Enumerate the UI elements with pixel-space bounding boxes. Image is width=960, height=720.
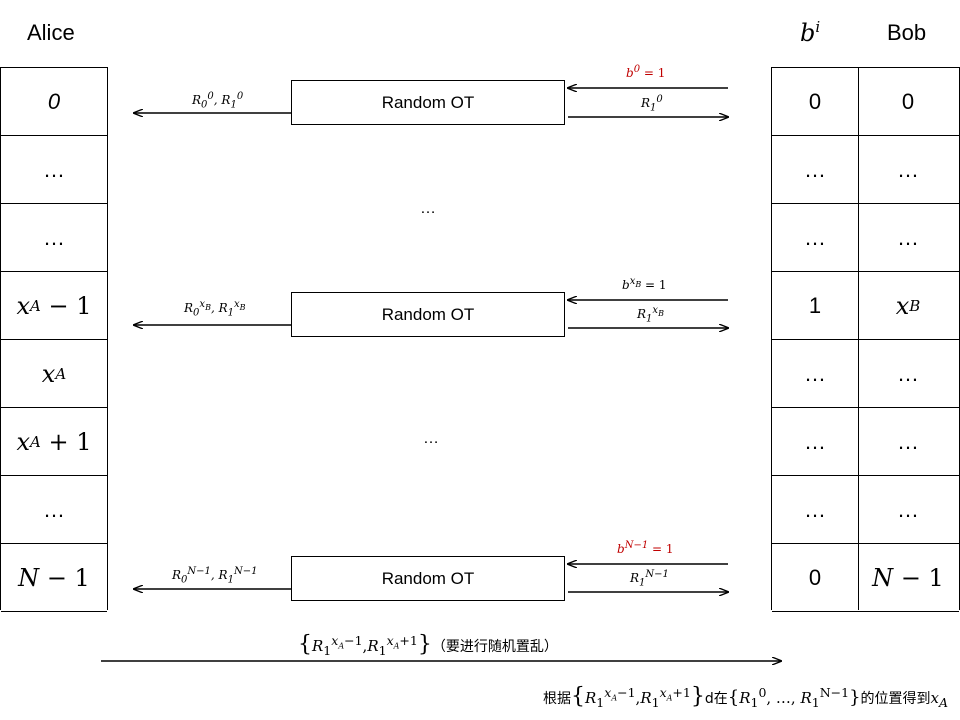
bi-column: 0 … … 1 … … … 0 [771,67,859,612]
bi-row-3: 1 [772,272,858,340]
bi-row-7: 0 [772,544,858,612]
ot3-in-label: bN−1 = 1 [617,540,674,556]
bob-row-1: … [857,136,959,204]
random-ot-box-3: Random OT [291,556,565,601]
bottom-caption: 根据{R1xA−1,R1xA+1}d在{R10, …, R1N−1}的位置得到x… [543,684,949,710]
bi-row-5: … [772,408,858,476]
alice-row-n-minus-1: N − 1 [1,544,107,612]
ot2-in-label: bxB = 1 [622,276,667,292]
ot1-out-label: R10 [641,94,663,114]
middle-ellipsis-1: … [420,200,436,217]
bi-header: bi [800,18,821,47]
bob-row-n-minus-1: N − 1 [857,544,959,612]
ot3-out-label: R1N−1 [630,569,669,589]
bi-row-4: … [772,340,858,408]
alice-row-0: 0 [1,68,107,136]
bottom-message-label: {R1xA−1,R1xA+1}（要进行随机置乱） [298,632,558,658]
alice-row-1: … [1,136,107,204]
ot3-left-label: R0N−1, R1N−1 [172,566,258,586]
bob-row-6: … [857,476,959,544]
alice-row-6: … [1,476,107,544]
bob-header: Bob [887,20,927,45]
bi-row-2: … [772,204,858,272]
ot2-out-label: R1xB [637,305,664,325]
ot1-left-label: R00, R10 [192,91,244,111]
bob-row-4: … [857,340,959,408]
ot1-in-label: b0 = 1 [626,64,666,80]
random-ot-box-1: Random OT [291,80,565,125]
bob-row-0: 0 [857,68,959,136]
random-ot-box-2: Random OT [291,292,565,337]
ot2-left-label: R0xB, R1xB [184,299,246,319]
bi-row-1: … [772,136,858,204]
alice-row-2: … [1,204,107,272]
bob-row-2: … [857,204,959,272]
bi-row-0: 0 [772,68,858,136]
bi-row-6: … [772,476,858,544]
alice-header: Alice [27,20,75,45]
middle-ellipsis-2: … [423,430,439,447]
bob-row-5: … [857,408,959,476]
